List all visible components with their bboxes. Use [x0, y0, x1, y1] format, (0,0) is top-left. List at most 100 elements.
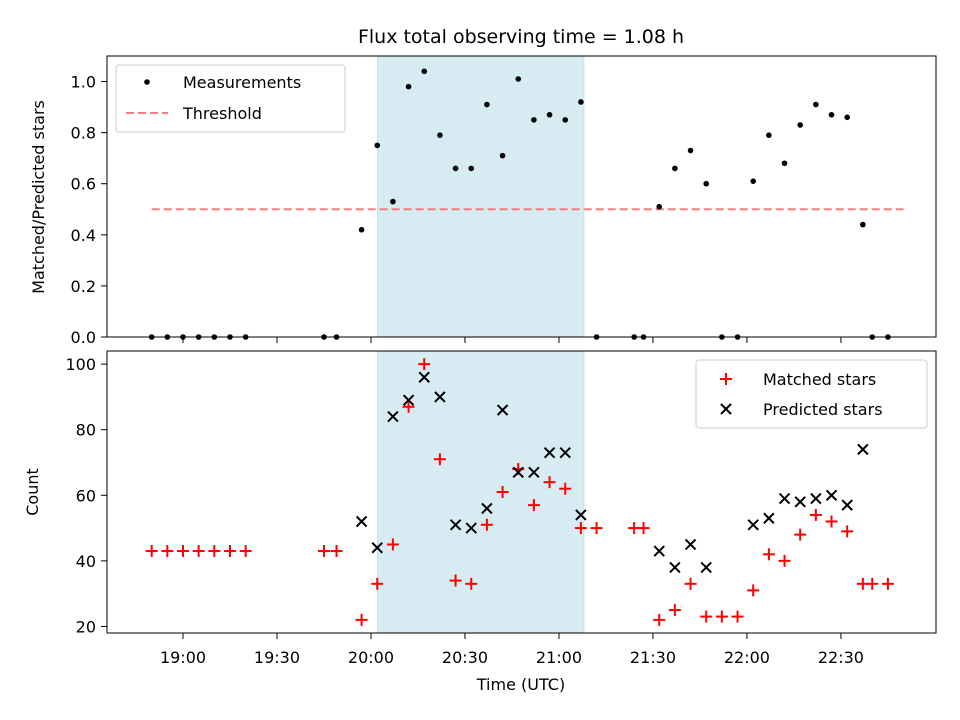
measurement-point	[452, 165, 459, 172]
measurement-point	[421, 68, 428, 75]
bottom-x-tick-label: 21:00	[536, 648, 582, 667]
measurement-point	[374, 142, 381, 149]
predicted-star-point	[763, 512, 775, 524]
matched-star-point	[866, 577, 879, 590]
measurement-point	[578, 99, 584, 105]
top-panel: 0.0 0.2 0.4 0.6 0.8 1.0 Matched/Predicted sta…	[29, 55, 937, 347]
matched-star-point	[239, 545, 252, 558]
matched-star-point	[574, 522, 587, 535]
matched-star-point	[731, 610, 744, 623]
predicted-star-point	[543, 446, 556, 459]
top-x-ticks	[182, 337, 842, 343]
predicted-star-point	[449, 519, 462, 531]
matched-star-point	[747, 584, 760, 597]
matched-star-point	[192, 545, 205, 558]
predicted-star-point	[857, 443, 869, 456]
top-y-ticks: 0.0 0.2 0.4 0.6 0.8 1.0	[71, 73, 107, 347]
matched-star-point	[418, 358, 431, 371]
measurement-point	[390, 198, 396, 205]
bottom-panel: 20 40 60 80 100 19:00 19:30 20:00 20:30 21:00 21:…	[23, 350, 937, 694]
legend-measurements-marker	[144, 79, 150, 85]
matched-star-point	[465, 577, 478, 590]
measurement-point	[562, 117, 569, 123]
matched-star-point	[825, 515, 838, 528]
bottom-y-tick-label: 80	[76, 421, 96, 440]
bottom-x-tick-label: 19:30	[254, 648, 300, 667]
measurement-point	[703, 180, 710, 187]
matched-star-point	[684, 577, 697, 590]
legend-matched-label: Matched stars	[763, 370, 876, 389]
predicted-star-point	[481, 502, 493, 515]
chart-title: Flux total observing time = 1.08 h	[358, 26, 684, 48]
measurement-point	[781, 160, 788, 167]
legend-predicted-marker	[720, 403, 732, 415]
bottom-y-ticks: 20 40 60 80 100	[65, 355, 107, 636]
matched-star-point	[371, 577, 384, 590]
bottom-x-ticks: 19:00 19:30 20:00 20:30 21:00 21:30 22:00 22:30	[160, 633, 864, 667]
measurement-point	[405, 83, 412, 90]
predicted-star-point	[371, 542, 383, 554]
matched-star-point	[223, 545, 236, 558]
bottom-y-axis-label: Count	[23, 468, 42, 516]
bottom-series-group	[145, 358, 894, 626]
measurement-point	[499, 152, 506, 159]
matched-star-point	[668, 604, 681, 617]
top-y-tick-label: 1.0	[71, 73, 96, 92]
top-y-tick-label: 0.2	[71, 277, 96, 296]
top-legend-box	[115, 64, 346, 133]
bottom-legend: Matched stars Predicted stars	[695, 359, 928, 429]
matched-star-point	[145, 545, 158, 558]
measurement-point	[828, 111, 835, 118]
bottom-x-tick-label: 20:30	[442, 648, 488, 667]
predicted-star-point	[496, 404, 509, 416]
matched-star-point	[433, 453, 446, 466]
matched-star-point	[177, 545, 189, 558]
top-axes-frame	[106, 55, 937, 338]
bottom-x-tick-label: 22:30	[818, 648, 864, 667]
predicted-star-point	[810, 492, 822, 505]
bottom-y-tick-label: 100	[65, 355, 96, 374]
matched-star-point	[715, 610, 728, 623]
matched-star-point	[402, 400, 415, 413]
measurement-point	[515, 76, 522, 82]
legend-matched-marker	[720, 373, 732, 385]
top-y-axis-label: Matched/Predicted stars	[29, 100, 48, 294]
matched-star-point	[590, 522, 603, 535]
matched-star-point	[809, 508, 822, 521]
predicted-star-point	[465, 522, 477, 534]
measurement-point	[687, 147, 694, 154]
matched-star-point	[480, 518, 493, 531]
matched-star-point	[559, 482, 572, 495]
matched-star-point	[317, 545, 330, 558]
predicted-star-point	[794, 496, 806, 508]
bottom-legend-box	[695, 359, 928, 429]
matched-star-point	[208, 545, 221, 558]
matched-star-point	[841, 525, 854, 538]
measurement-point	[484, 101, 490, 108]
bottom-x-tick-label: 20:00	[348, 648, 394, 667]
predicted-star-point	[387, 410, 399, 423]
predicted-star-point	[434, 391, 446, 403]
matched-star-point	[527, 499, 540, 512]
bottom-y-tick-label: 20	[76, 617, 96, 636]
top-y-tick-label: 0.4	[71, 226, 96, 245]
measurement-point	[797, 122, 804, 128]
measurement-point	[766, 132, 772, 138]
matched-star-point	[355, 613, 368, 626]
bottom-y-tick-label: 40	[76, 552, 96, 571]
top-y-tick-label: 0.0	[71, 328, 96, 347]
matched-star-point	[330, 545, 343, 558]
measurement-point	[468, 165, 475, 172]
predicted-star-point	[700, 561, 712, 574]
bottom-y-tick-label: 60	[76, 486, 96, 505]
legend-measurements-label: Measurements	[183, 73, 301, 92]
predicted-star-point	[747, 519, 759, 531]
top-y-tick-label: 0.8	[71, 124, 96, 143]
predicted-star-point	[559, 446, 571, 459]
bottom-axes-frame	[106, 350, 937, 634]
matched-star-point	[496, 486, 509, 498]
measurement-point	[672, 165, 678, 172]
predicted-star-point	[653, 545, 665, 557]
top-y-tick-label: 0.6	[71, 175, 96, 194]
